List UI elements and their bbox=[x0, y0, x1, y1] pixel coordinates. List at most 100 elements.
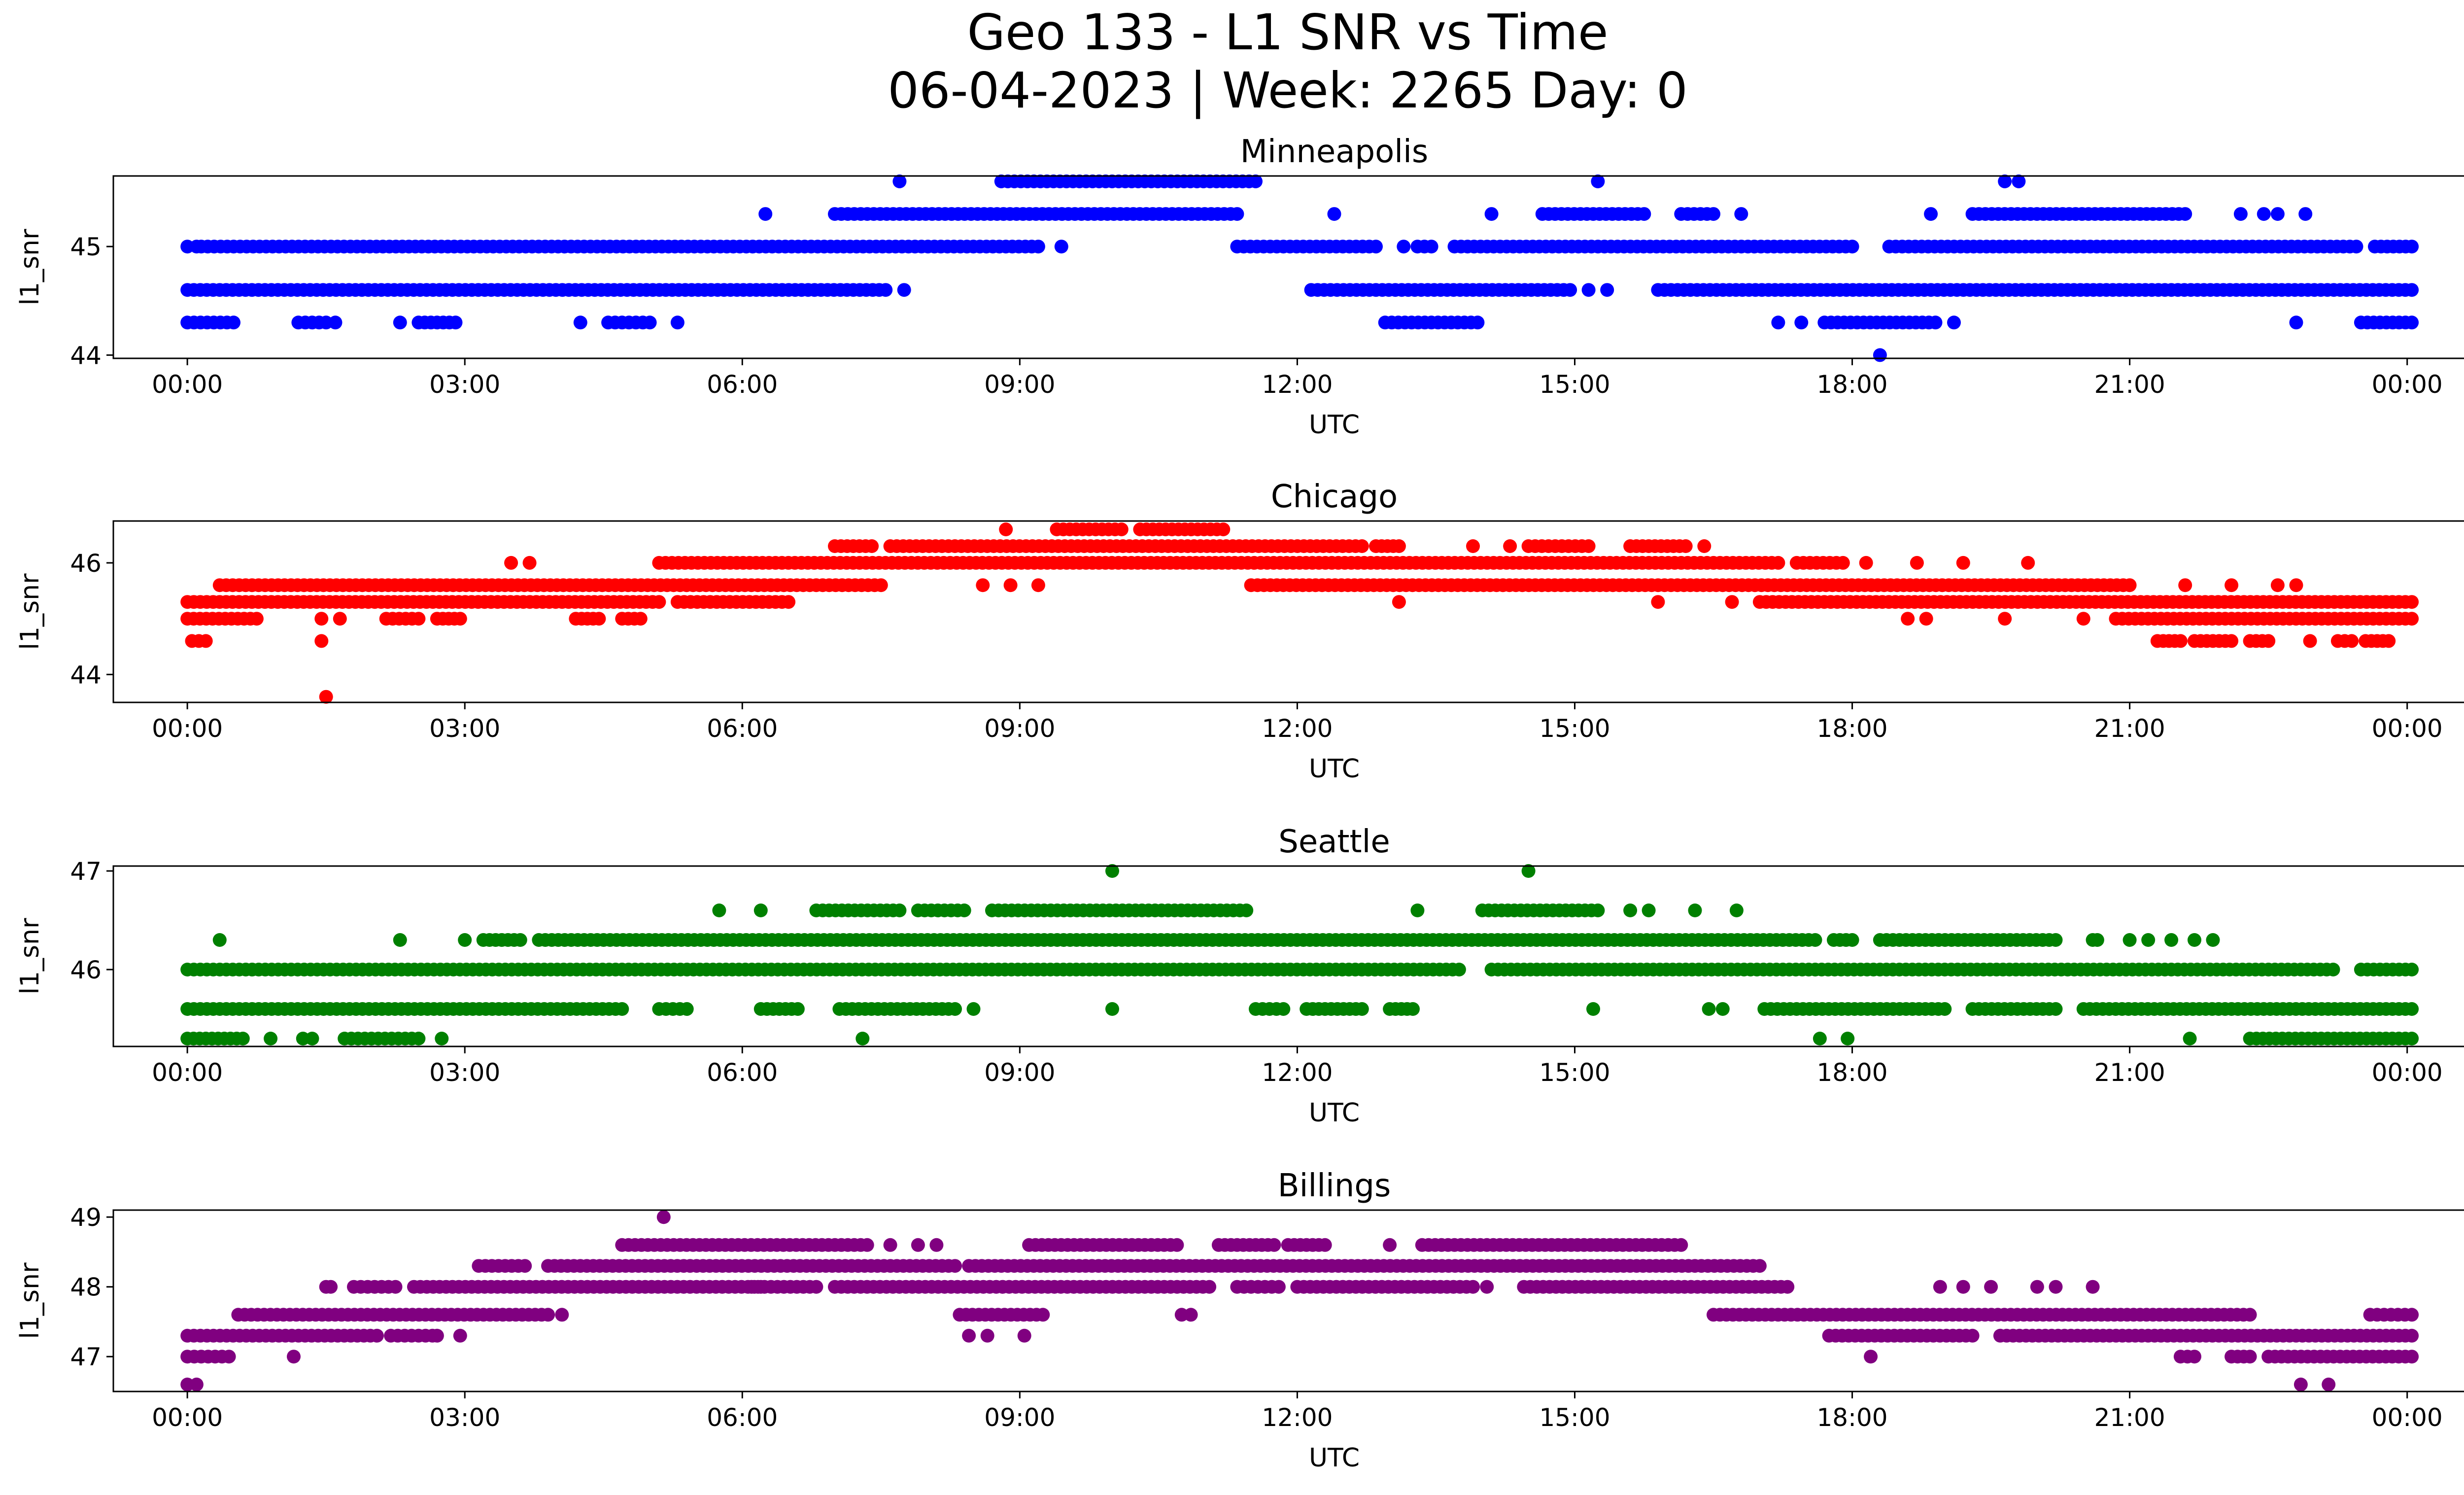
data-point bbox=[1933, 1280, 1947, 1294]
data-point bbox=[314, 612, 329, 626]
data-point bbox=[1410, 904, 1425, 917]
data-point bbox=[222, 1350, 236, 1364]
data-point bbox=[1965, 1328, 1980, 1343]
data-point bbox=[1674, 1238, 1688, 1252]
data-point bbox=[388, 1280, 403, 1294]
data-point bbox=[1813, 1032, 1827, 1045]
data-point bbox=[2345, 634, 2359, 648]
data-point bbox=[573, 315, 587, 330]
data-point bbox=[2289, 315, 2303, 330]
data-point bbox=[2076, 612, 2090, 626]
data-point bbox=[592, 612, 606, 626]
data-point bbox=[541, 1308, 555, 1322]
data-point bbox=[1845, 933, 1859, 947]
x-tick-label: 06:00 bbox=[707, 1058, 778, 1087]
data-point bbox=[2188, 933, 2201, 947]
data-point bbox=[2049, 1280, 2063, 1294]
data-point bbox=[2322, 1377, 2336, 1391]
data-point bbox=[1480, 1280, 1494, 1294]
data-point bbox=[1586, 1002, 1600, 1016]
data-point bbox=[712, 904, 726, 917]
data-point bbox=[2303, 634, 2317, 648]
data-point bbox=[1901, 612, 1915, 626]
data-point bbox=[448, 315, 463, 330]
data-point bbox=[1484, 207, 1499, 221]
y-tick-label: 47 bbox=[70, 857, 102, 886]
data-point bbox=[1998, 174, 2012, 188]
data-point bbox=[1230, 207, 1244, 221]
x-tick-label: 03:00 bbox=[429, 370, 500, 399]
x-axis-label: UTC bbox=[1309, 410, 1360, 440]
data-point bbox=[1910, 556, 1924, 570]
x-tick-label: 09:00 bbox=[984, 1403, 1055, 1432]
data-point bbox=[1928, 315, 1943, 330]
data-point bbox=[2243, 1308, 2257, 1322]
data-point bbox=[615, 1002, 629, 1016]
x-tick-label: 00:00 bbox=[152, 1058, 223, 1087]
data-point bbox=[1752, 1259, 1767, 1273]
data-point bbox=[199, 634, 213, 648]
figure-title-line2: 06-04-2023 | Week: 2265 Day: 0 bbox=[888, 62, 1687, 119]
x-tick-label: 15:00 bbox=[1539, 714, 1610, 743]
data-point bbox=[2012, 174, 2026, 188]
data-point bbox=[883, 1238, 897, 1252]
data-point bbox=[2382, 634, 2396, 648]
data-point bbox=[874, 578, 888, 592]
data-point bbox=[458, 933, 472, 947]
data-point bbox=[513, 933, 527, 947]
data-point bbox=[911, 1238, 925, 1252]
x-axis-label: UTC bbox=[1309, 754, 1360, 784]
data-point bbox=[249, 612, 264, 626]
data-point bbox=[1392, 539, 1406, 553]
data-point bbox=[1729, 904, 1744, 917]
data-point bbox=[1383, 1238, 1397, 1252]
data-point bbox=[1521, 864, 1536, 878]
data-point bbox=[1998, 612, 2012, 626]
y-tick-label: 49 bbox=[70, 1203, 102, 1232]
data-point bbox=[1105, 864, 1119, 878]
data-point bbox=[264, 1032, 278, 1045]
data-point bbox=[1406, 1002, 1420, 1016]
x-tick-label: 09:00 bbox=[984, 370, 1055, 399]
data-point bbox=[328, 315, 342, 330]
data-point bbox=[1873, 348, 1887, 362]
y-axis-label: l1_snr bbox=[15, 918, 45, 995]
x-tick-label: 21:00 bbox=[2094, 370, 2165, 399]
data-point bbox=[2405, 1328, 2419, 1343]
data-point bbox=[2405, 240, 2419, 254]
data-point bbox=[633, 612, 648, 626]
plot-frame bbox=[112, 175, 2464, 359]
data-point bbox=[324, 1280, 338, 1294]
data-point bbox=[1642, 904, 1656, 917]
data-point bbox=[1845, 240, 1859, 254]
y-tick-label: 45 bbox=[70, 233, 102, 261]
data-point bbox=[670, 315, 684, 330]
data-point bbox=[790, 1002, 805, 1016]
data-point bbox=[1859, 556, 1873, 570]
x-tick-label: 03:00 bbox=[429, 1403, 500, 1432]
y-axis-label: l1_snr bbox=[15, 573, 45, 650]
data-point bbox=[2405, 612, 2419, 626]
data-point bbox=[2141, 933, 2156, 947]
data-point bbox=[1114, 522, 1129, 536]
x-tick-label: 06:00 bbox=[707, 370, 778, 399]
data-point bbox=[411, 612, 426, 626]
data-point bbox=[1271, 1280, 1286, 1294]
data-point bbox=[897, 283, 911, 297]
scatter-series bbox=[180, 864, 2419, 1045]
data-point bbox=[504, 556, 518, 570]
x-tick-label: 12:00 bbox=[1262, 714, 1333, 743]
x-tick-label: 15:00 bbox=[1539, 370, 1610, 399]
data-point bbox=[1956, 556, 1970, 570]
plot-frame bbox=[112, 1209, 2464, 1392]
x-tick-label: 00:00 bbox=[2372, 1058, 2443, 1087]
data-point bbox=[2270, 207, 2285, 221]
data-point bbox=[1651, 595, 1665, 609]
subplot-title: Seattle bbox=[1278, 824, 1390, 860]
x-tick-label: 00:00 bbox=[2372, 1403, 2443, 1432]
data-point bbox=[2090, 933, 2104, 947]
data-point bbox=[189, 1377, 204, 1391]
x-tick-label: 00:00 bbox=[152, 1403, 223, 1432]
data-point bbox=[555, 1308, 569, 1322]
